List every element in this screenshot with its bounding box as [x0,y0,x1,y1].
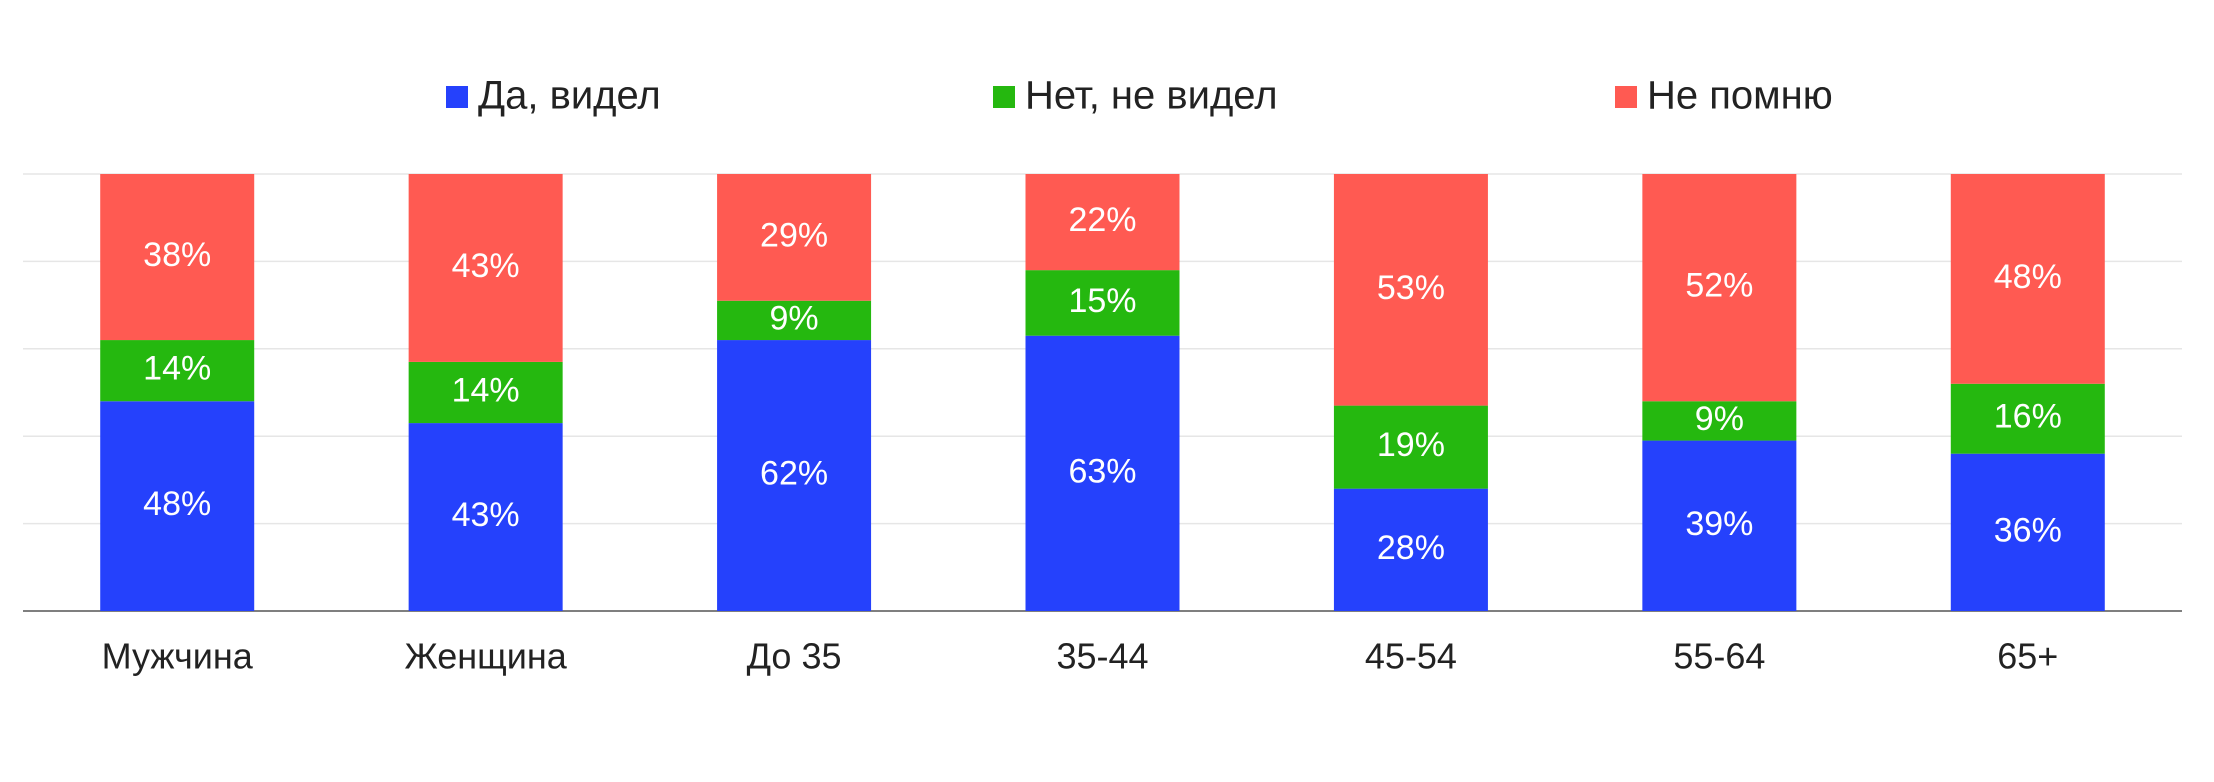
value-label: 48% [143,485,211,523]
legend-swatch [1615,86,1637,108]
bar-segment [1642,440,1797,611]
x-tick-label: Женщина [404,636,567,677]
bar-segment [1025,174,1180,271]
legend-label: Да, видел [478,74,661,118]
bar-segment [100,340,255,402]
value-label: 15% [1068,282,1136,320]
value-label: 39% [1685,505,1753,543]
bar-segment [408,361,563,424]
value-label: 62% [760,455,828,493]
value-label: 53% [1377,269,1445,307]
value-label: 22% [1068,201,1136,239]
bar-segment [1025,335,1180,611]
value-label: 28% [1377,529,1445,567]
bar-segment [1333,405,1488,489]
bar-segment [1950,174,2105,384]
legend-label: Не помню [1647,74,1833,118]
bar-segment [717,300,872,341]
legend-swatch [993,86,1015,108]
x-tick-label: 35-44 [1056,636,1148,677]
bar-segment [100,174,255,341]
x-tick-label: Мужчина [102,636,254,677]
bar-segment [1950,453,2105,611]
value-label: 14% [452,371,520,409]
value-label: 48% [1994,258,2062,296]
value-label: 14% [143,350,211,388]
value-label: 9% [770,299,819,337]
value-label: 43% [452,247,520,285]
bar-segment [1025,270,1180,336]
bar-segment [1642,174,1797,402]
x-tick-label: 65+ [1997,636,2058,677]
x-tick-label: До 35 [747,636,842,677]
bar-segment [100,401,255,611]
x-tick-label: 55-64 [1673,636,1765,677]
value-label: 19% [1377,426,1445,464]
x-tick-label: 45-54 [1365,636,1457,677]
value-label: 29% [760,216,828,254]
value-label: 38% [143,236,211,274]
bar-segment [1333,174,1488,406]
bar-segment [1950,383,2105,454]
value-label: 16% [1994,398,2062,436]
value-label: 9% [1695,400,1744,438]
value-label: 36% [1994,511,2062,549]
bar-segment [717,340,872,611]
legend-label: Нет, не видел [1025,74,1278,118]
bar-segment [717,174,872,301]
legend-swatch [446,86,468,108]
bar-segment [1333,488,1488,611]
bar-segment [408,423,563,611]
value-label: 43% [452,496,520,534]
bar-segment [408,174,563,362]
value-label: 52% [1685,267,1753,305]
bar-segment [1642,401,1797,441]
value-label: 63% [1068,452,1136,490]
